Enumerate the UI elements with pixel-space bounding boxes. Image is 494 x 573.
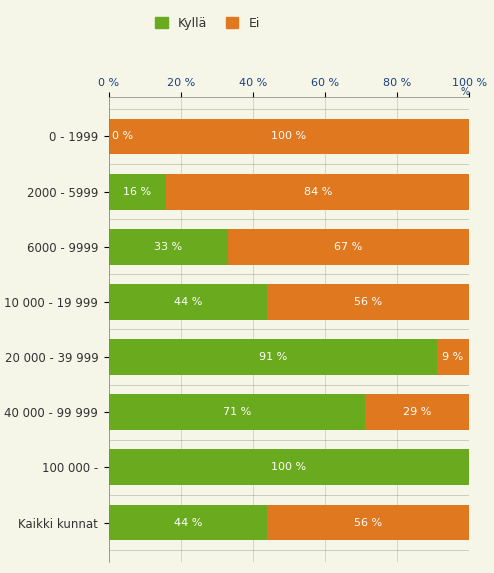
Bar (228, 229, 469, 265)
Text: 91 %: 91 % (259, 352, 287, 362)
Bar (166, 174, 469, 210)
Text: 84 %: 84 % (304, 187, 332, 197)
Bar (267, 284, 469, 320)
Text: 100 %: 100 % (271, 462, 307, 472)
Bar (109, 284, 267, 320)
Text: 9 %: 9 % (443, 352, 464, 362)
Bar (109, 339, 437, 375)
Text: 56 %: 56 % (354, 517, 382, 528)
Bar (109, 229, 228, 265)
Bar (437, 339, 469, 375)
Text: 16 %: 16 % (124, 187, 152, 197)
Bar (109, 505, 267, 540)
Text: 71 %: 71 % (223, 407, 251, 417)
Text: 29 %: 29 % (403, 407, 431, 417)
Text: 67 %: 67 % (334, 242, 363, 252)
Text: 56 %: 56 % (354, 297, 382, 307)
Text: 0 %: 0 % (112, 131, 133, 142)
Text: 33 %: 33 % (154, 242, 182, 252)
Bar (109, 449, 469, 485)
Bar (267, 505, 469, 540)
Legend: Kyllä, Ei: Kyllä, Ei (150, 12, 265, 35)
Bar (109, 394, 365, 430)
Bar (109, 174, 166, 210)
Text: %: % (460, 88, 469, 97)
Text: 44 %: 44 % (174, 517, 202, 528)
Bar (109, 119, 469, 154)
Text: 100 %: 100 % (271, 131, 307, 142)
Text: 44 %: 44 % (174, 297, 202, 307)
Bar (365, 394, 469, 430)
